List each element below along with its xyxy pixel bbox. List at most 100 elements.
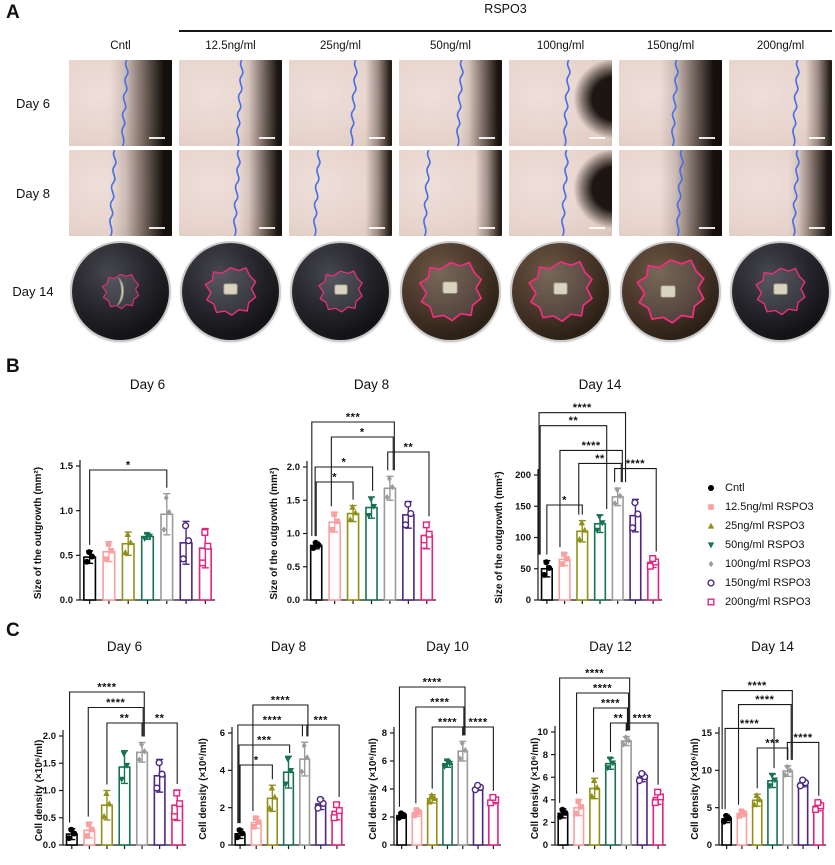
legend-item-25: 25ng/ml RSPO3 — [704, 516, 834, 535]
svg-text:Day 14: Day 14 — [751, 639, 794, 654]
column-label-100: 100ng/ml — [536, 40, 585, 52]
legend-label: 200ng/ml RSPO3 — [725, 595, 811, 608]
50ngml-marker-icon — [707, 541, 715, 548]
column-label-25: 25ng/ml — [320, 40, 361, 52]
legend-item-150: 150ng/ml RSPO3 — [704, 573, 834, 592]
row-label-day14: Day 14 — [12, 283, 54, 299]
micrograph-day8-12-5 — [179, 150, 282, 236]
svg-text:0: 0 — [543, 840, 548, 851]
svg-text:*: * — [126, 460, 131, 472]
svg-text:****: **** — [582, 440, 601, 452]
svg-text:****: **** — [794, 732, 813, 744]
svg-text:1.0: 1.0 — [287, 529, 300, 540]
svg-text:0: 0 — [526, 595, 531, 606]
200ngml-marker-icon — [707, 597, 715, 605]
svg-text:50: 50 — [520, 564, 531, 575]
column-label-200: 200ng/ml — [756, 40, 805, 52]
dish-day14-50 — [399, 240, 502, 342]
svg-text:****: **** — [755, 694, 774, 706]
dish-day14-200 — [729, 240, 832, 342]
panel-b-label: B — [6, 356, 20, 377]
chart-legend: Cntl 12.5ng/ml RSPO3 25ng/ml RSPO3 50ng/… — [704, 478, 834, 611]
svg-text:2: 2 — [543, 818, 548, 829]
svg-text:Day 10: Day 10 — [426, 639, 469, 654]
column-label-50: 50ng/ml — [430, 40, 471, 52]
dish-day14-150 — [619, 240, 722, 342]
svg-text:***: *** — [346, 412, 361, 424]
svg-text:10: 10 — [537, 727, 548, 738]
panel-c-label: C — [6, 620, 20, 641]
svg-text:*: * — [341, 457, 346, 469]
svg-text:****: **** — [438, 717, 457, 729]
svg-text:****: **** — [573, 402, 592, 414]
svg-text:Cell density (×10⁶/ml): Cell density (×10⁶/ml) — [530, 738, 541, 840]
svg-text:4: 4 — [220, 766, 226, 777]
row-label-day8: Day 8 — [16, 185, 50, 201]
svg-text:8: 8 — [543, 750, 548, 761]
svg-text:*: * — [332, 472, 337, 484]
dish-day14-12-5 — [179, 240, 282, 342]
row-label-day6: Day 6 — [16, 95, 50, 111]
svg-text:****: **** — [271, 695, 290, 707]
svg-text:200: 200 — [515, 470, 531, 481]
svg-text:15: 15 — [701, 728, 712, 739]
legend-label: 100ng/ml RSPO3 — [725, 557, 811, 570]
svg-text:0.5: 0.5 — [43, 813, 57, 824]
column-label-150: 150ng/ml — [646, 40, 695, 52]
micrograph-day6-150 — [619, 60, 722, 146]
legend-item-100: 100ng/ml RSPO3 — [704, 554, 834, 573]
svg-text:0: 0 — [220, 840, 225, 851]
legend-label: 12.5ng/ml RSPO3 — [725, 500, 814, 513]
panel-a-label: A — [6, 2, 20, 23]
micrograph-day8-25 — [289, 150, 392, 236]
chart-b-day6: 0.0 0.5 1.0 1.5 * Day 6 Size of the outgrowth … — [33, 377, 215, 606]
micrograph-day6-200 — [729, 60, 832, 146]
svg-text:Day 6: Day 6 — [130, 377, 165, 392]
dish-day14-cntl — [69, 240, 172, 342]
legend-label: 150ng/ml RSPO3 — [725, 576, 811, 589]
svg-text:0.0: 0.0 — [60, 595, 73, 606]
legend-item-12-5: 12.5ng/ml RSPO3 — [704, 497, 834, 516]
svg-text:**: ** — [404, 442, 414, 454]
svg-text:***: *** — [765, 738, 780, 750]
svg-text:0: 0 — [382, 840, 387, 851]
svg-text:0.0: 0.0 — [43, 840, 56, 851]
svg-text:0.0: 0.0 — [287, 595, 300, 606]
svg-text:10: 10 — [701, 766, 712, 777]
micrograph-day6-100 — [509, 60, 612, 146]
chart-c-day10: 0 2 4 6 8 **** **** **** **** Day 10 Cell density … — [368, 639, 501, 851]
svg-text:Size of the outgrowth (mm²): Size of the outgrowth (mm²) — [269, 467, 280, 599]
svg-text:5: 5 — [707, 803, 713, 814]
svg-text:2.0: 2.0 — [287, 462, 300, 473]
rspo3-group-header: RSPO3 — [179, 2, 832, 32]
svg-text:6: 6 — [543, 772, 548, 783]
svg-text:***: *** — [257, 735, 272, 747]
dish-day14-25 — [289, 240, 392, 342]
svg-text:0: 0 — [707, 840, 712, 851]
legend-label: 50ng/ml RSPO3 — [725, 538, 805, 551]
svg-text:****: **** — [593, 683, 612, 695]
micrograph-day6-50 — [399, 60, 502, 146]
svg-text:*: * — [360, 427, 365, 439]
spacer — [4, 36, 62, 56]
svg-text:Day 14: Day 14 — [579, 377, 622, 392]
12-5ngml-marker-icon — [708, 503, 714, 510]
svg-text:Day 8: Day 8 — [271, 639, 306, 654]
svg-text:****: **** — [97, 682, 116, 694]
cntl-marker-icon — [708, 484, 714, 491]
svg-text:4: 4 — [382, 784, 388, 795]
micrograph-day6-12-5 — [179, 60, 282, 146]
micrograph-day8-cntl — [69, 150, 172, 236]
svg-text:Cell density (×10⁶/ml): Cell density (×10⁶/ml) — [690, 738, 701, 840]
svg-text:2.0: 2.0 — [43, 731, 56, 742]
svg-text:**: ** — [120, 713, 130, 725]
svg-text:1.0: 1.0 — [60, 506, 73, 517]
micrograph-day8-50 — [399, 150, 502, 236]
panel-a: RSPO3 Cntl 12.5ng/ml 25ng/ml 50ng/ml 100… — [4, 2, 832, 342]
svg-text:Cell density (×10⁶/ml): Cell density (×10⁶/ml) — [198, 738, 209, 840]
svg-text:Cell density (×10⁶/ml): Cell density (×10⁶/ml) — [34, 740, 45, 842]
svg-text:Size of the outgrowth (mm²): Size of the outgrowth (mm²) — [33, 467, 44, 599]
